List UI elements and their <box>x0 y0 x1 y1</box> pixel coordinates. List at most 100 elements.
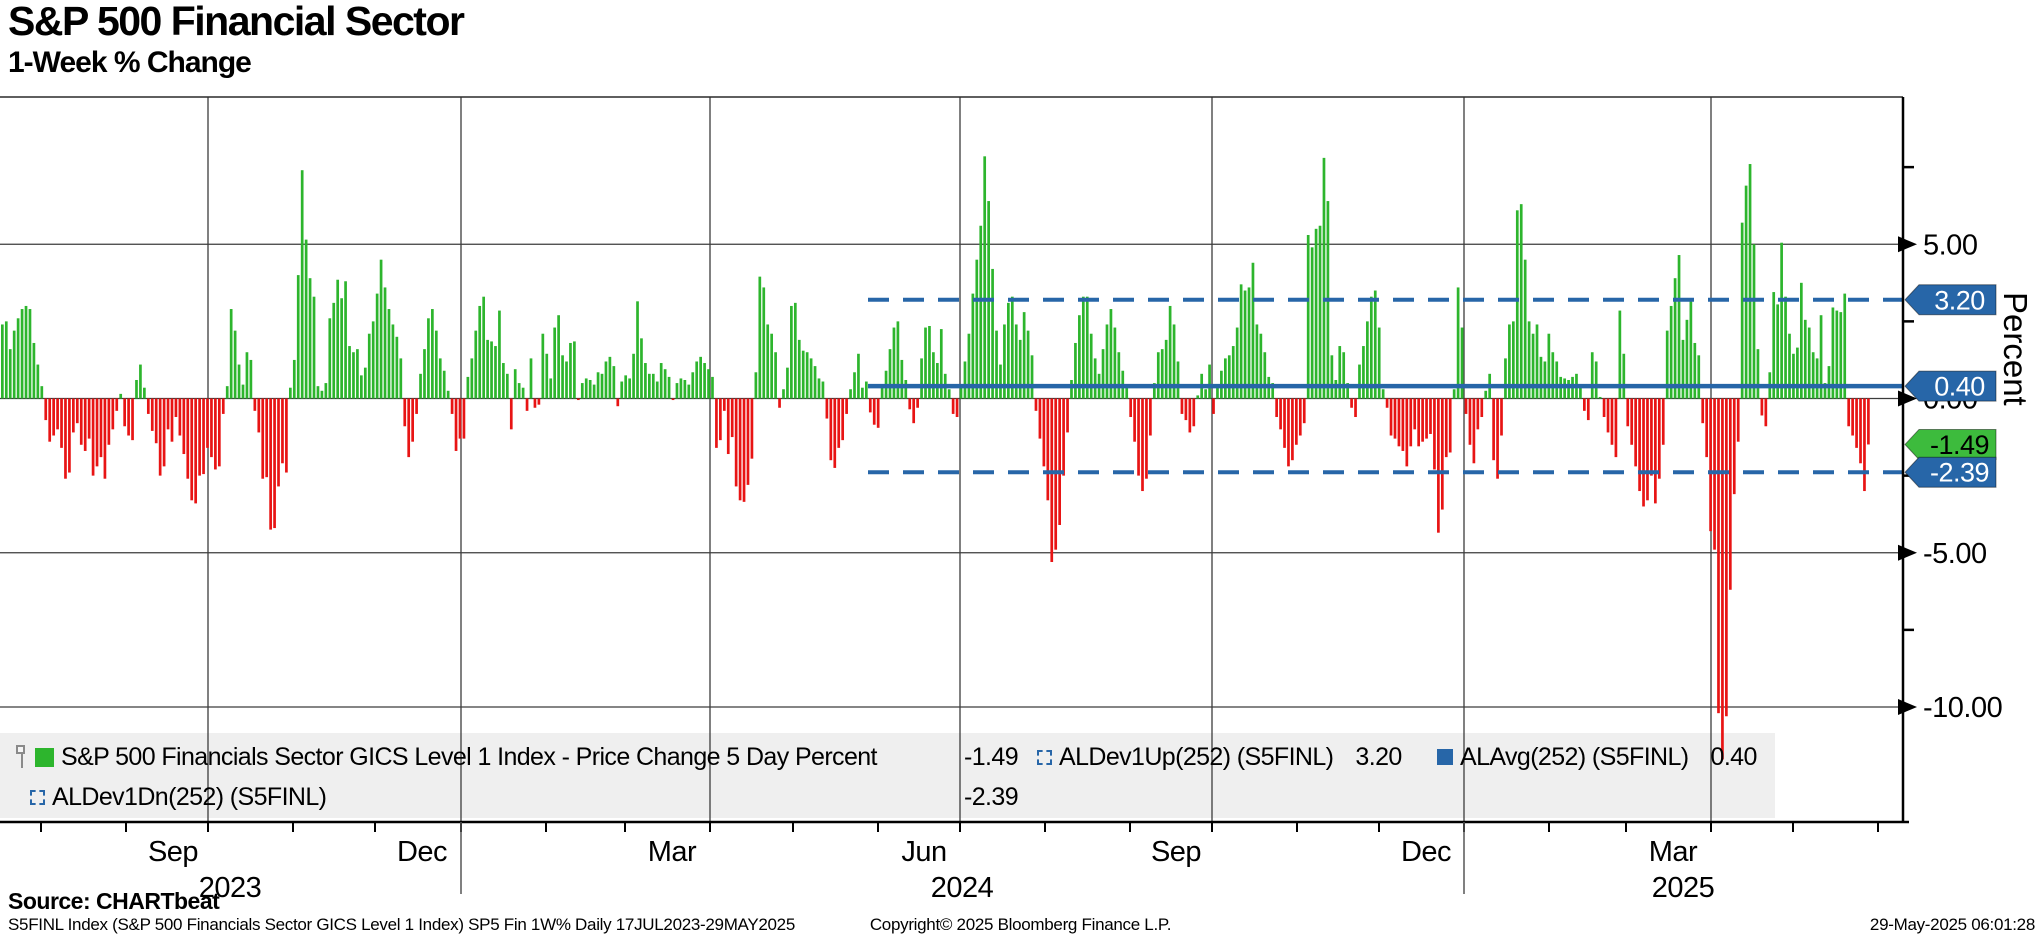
bar-down <box>72 398 75 433</box>
bar-up <box>1109 309 1113 399</box>
bar-up <box>707 369 710 399</box>
bar-up <box>655 381 659 399</box>
bar-up <box>1231 346 1235 399</box>
bar-up <box>782 389 785 399</box>
bar-up <box>947 389 951 399</box>
bar-up <box>20 309 24 399</box>
bar-up <box>348 346 351 399</box>
bar-up <box>1780 242 1783 399</box>
bar-down <box>1859 398 1862 464</box>
bar-up <box>521 387 525 399</box>
bar-down <box>1717 398 1720 714</box>
bar-up <box>1803 319 1807 399</box>
bar-down <box>1480 398 1484 418</box>
bar-up <box>1598 396 1602 399</box>
bar-down <box>265 398 269 478</box>
bar-up <box>644 363 647 399</box>
bar-down <box>726 398 730 455</box>
bar-down <box>1701 398 1705 424</box>
bar-down <box>1863 398 1866 492</box>
x-year-label: 2024 <box>931 872 994 904</box>
axis-value-tag <box>1904 456 1997 488</box>
bar-up <box>1689 299 1693 399</box>
bar-up <box>1239 284 1243 399</box>
bar-up <box>1563 378 1566 399</box>
bar-down <box>44 398 48 421</box>
bar-up <box>470 358 474 399</box>
legend-item-aldev1dn[interactable]: ALDev1Dn(252) (S5FINL) <box>30 777 327 817</box>
bar-up <box>296 275 300 399</box>
bar-up <box>308 278 312 399</box>
bar-up <box>683 379 687 399</box>
bar-up <box>1255 324 1259 399</box>
bar-down <box>1728 398 1732 590</box>
bar-down <box>533 398 537 408</box>
bar-down <box>150 398 154 431</box>
bar-up <box>703 363 706 399</box>
bar-up <box>498 310 501 399</box>
bar-down <box>210 398 213 458</box>
bar-up <box>1484 390 1488 399</box>
bar-down <box>87 398 91 439</box>
bar-up <box>1681 339 1685 399</box>
bar-up <box>1176 361 1180 399</box>
bar-down <box>277 398 280 487</box>
bar-down <box>1500 398 1503 436</box>
bar-down <box>1705 398 1709 458</box>
bar-up <box>1551 352 1555 399</box>
bar-up <box>667 376 671 399</box>
bar-down <box>1302 398 1306 424</box>
bar-up <box>1819 315 1823 399</box>
bar-down <box>1468 398 1472 445</box>
bar-down <box>206 398 209 448</box>
bar-down <box>1847 398 1851 427</box>
bar-up <box>1685 319 1689 399</box>
bar-up <box>352 352 355 399</box>
bar-up <box>1208 364 1211 399</box>
bar-down <box>722 398 726 411</box>
bar-up <box>135 379 138 399</box>
legend-background <box>0 733 1775 818</box>
bar-down <box>182 398 186 455</box>
legend-item-alavg[interactable]: ALAvg(252) (S5FINL) 0.40 <box>1437 737 1757 777</box>
bar-up <box>1314 228 1318 399</box>
bar-up <box>427 318 430 399</box>
bar-up <box>1527 321 1531 399</box>
bar-up <box>1227 355 1231 399</box>
bar-up <box>1784 296 1787 399</box>
legend-row-2: ALDev1Dn(252) (S5FINL) -2.39 <box>0 777 1775 817</box>
bar-down <box>868 398 872 413</box>
bar-down <box>715 398 718 448</box>
bar-down <box>1141 398 1144 492</box>
bar-down <box>1725 398 1728 717</box>
bar-up <box>888 349 892 399</box>
bar-up <box>1105 324 1109 399</box>
bar-up <box>659 363 663 399</box>
bar-up <box>1074 342 1077 399</box>
bar-up <box>16 318 20 399</box>
bar-up <box>624 375 628 399</box>
bar-up <box>344 281 347 399</box>
bar-up <box>1369 296 1373 399</box>
bar-up <box>1172 324 1176 399</box>
bar-down <box>1058 398 1061 525</box>
bar-down <box>253 398 257 411</box>
bar-up <box>304 239 308 399</box>
bar-up <box>1693 342 1697 399</box>
bar-up <box>1452 389 1456 399</box>
bar-up <box>565 361 568 399</box>
bar-up <box>975 259 979 399</box>
legend-item-price-change[interactable]: S&P 500 Financials Sector GICS Level 1 I… <box>16 737 878 777</box>
bar-up <box>490 341 493 399</box>
legend-item-aldev1up[interactable]: ALDev1Up(252) (S5FINL) 3.20 <box>1037 737 1402 777</box>
bar-down <box>162 398 166 467</box>
bar-up <box>640 338 643 399</box>
bar-up <box>1101 349 1105 399</box>
bar-up <box>924 327 927 399</box>
y-tick-arrow-icon <box>1898 236 1917 253</box>
bar-up <box>1156 352 1160 399</box>
bar-up <box>328 318 332 399</box>
bar-down <box>845 398 848 414</box>
bar-up <box>229 309 233 399</box>
bar-down <box>273 398 276 529</box>
